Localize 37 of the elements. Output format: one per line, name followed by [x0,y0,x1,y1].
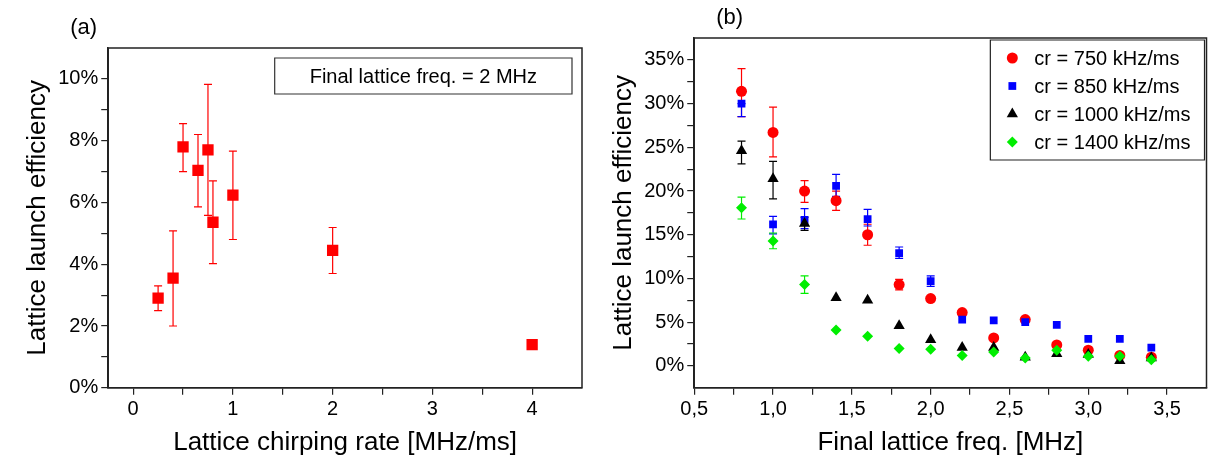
y-tick-label: 10% [58,66,99,89]
y-tick-label: 2% [69,313,99,336]
y-tick-label: 20% [644,178,685,201]
x-tick-label: 3,0 [1074,397,1103,420]
y-tick-label: 0% [69,375,99,398]
y-tick-label: 0% [655,353,685,376]
legend-label: cr = 1400 kHz/ms [1034,130,1191,153]
x-axis-title: Lattice chirping rate [MHz/ms] [173,425,518,456]
x-tick-label: 1,0 [759,397,787,420]
legend-label: cr = 750 kHz/ms [1034,46,1180,69]
annotation: Final lattice freq. = 2 MHz [309,64,537,87]
y-tick-label: 25% [644,134,685,157]
x-axis-title: Final lattice freq. [MHz] [817,425,1084,456]
y-tick-label: 4% [69,251,99,274]
y-tick-label: 15% [644,222,685,245]
x-tick-label: 3,5 [1153,397,1181,420]
x-tick-label: 0,5 [680,397,709,420]
x-tick-label: 3 [426,397,438,420]
x-tick-label: 1 [227,397,239,420]
x-tick-label: 1,5 [837,397,866,420]
legend-label: cr = 850 kHz/ms [1034,74,1180,97]
y-tick-label: 5% [655,309,685,332]
chart-title: (b) [716,4,744,29]
y-tick-label: 8% [69,128,99,151]
chart-title: (a) [70,14,98,39]
y-axis-title: Lattice launch efficiency [606,75,637,351]
legend-label: cr = 1000 kHz/ms [1034,102,1191,125]
y-tick-label: 35% [644,47,685,70]
y-tick-label: 10% [644,266,685,288]
y-axis-title: Lattice launch efficiency [20,80,51,356]
y-tick-label: 6% [69,189,99,212]
x-tick-label: 0 [127,397,139,420]
x-tick-label: 2,5 [995,397,1024,420]
x-tick-label: 2,0 [916,397,945,420]
x-tick-label: 4 [526,397,538,420]
x-tick-label: 2 [327,397,339,420]
y-tick-label: 30% [644,91,685,114]
